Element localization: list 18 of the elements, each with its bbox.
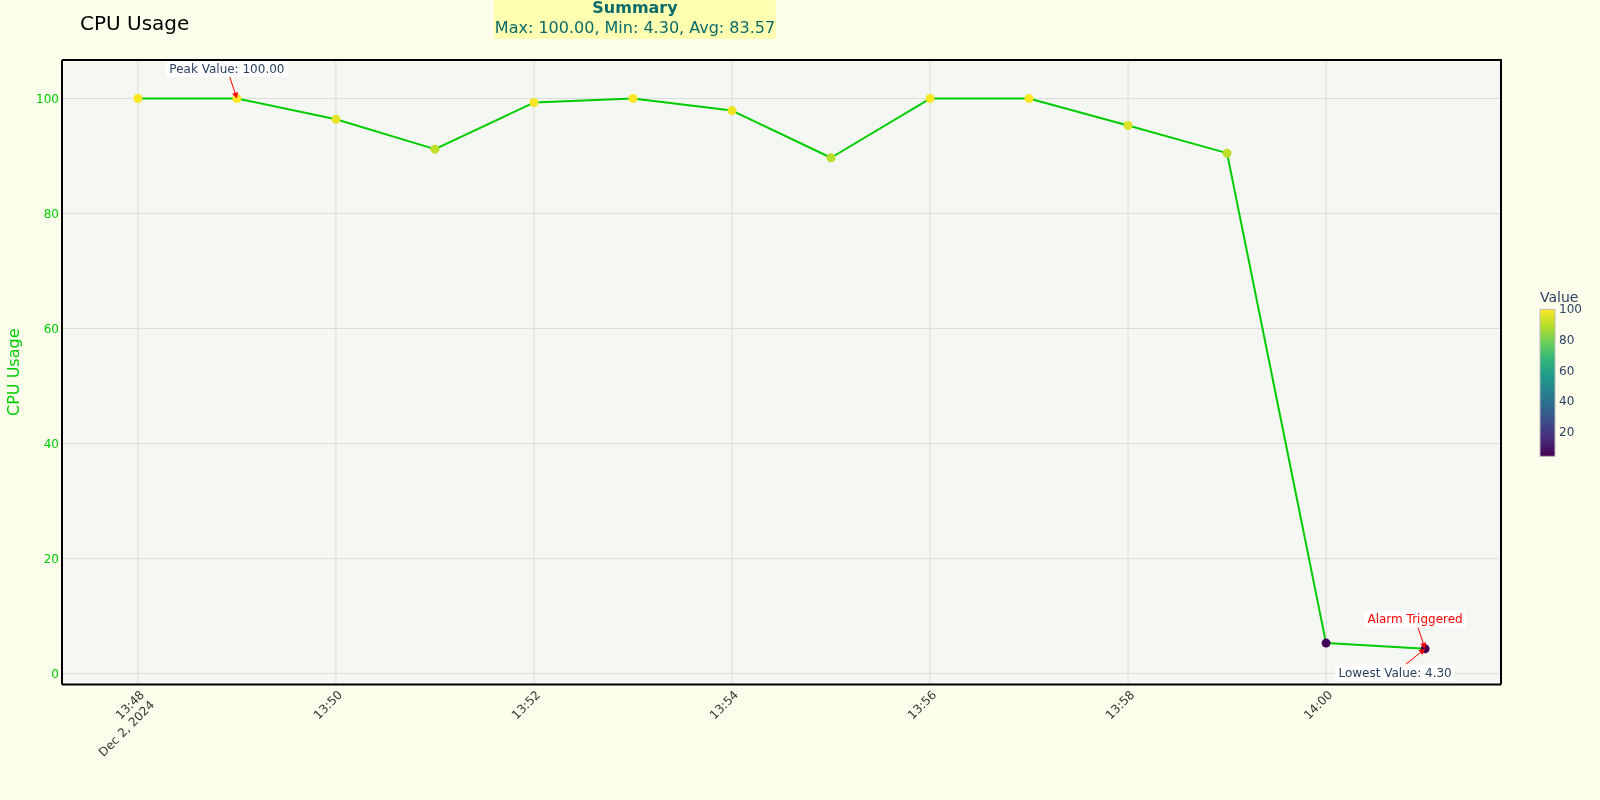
annotation: Lowest Value: 4.30 (1338, 665, 1452, 680)
chart-title: CPU Usage (80, 10, 190, 35)
y-tick-label: 0 (51, 666, 59, 681)
color-bar-label: 60 (1559, 363, 1575, 378)
y-tick-label: 40 (43, 436, 59, 451)
y-axis-title: CPU Usage (3, 328, 23, 416)
annotation: Peak Value: 100.00 (169, 61, 285, 76)
text: Summary (591, 0, 679, 18)
y-tick-label: 100 (36, 91, 59, 106)
y-tick-label: 80 (43, 206, 59, 221)
color-bar-label: 100 (1559, 302, 1582, 317)
color-bar-label: 40 (1559, 394, 1575, 409)
y-tick-label: 60 (43, 321, 59, 336)
annotation: Alarm Triggered (1367, 611, 1463, 626)
text: Max: 100.00, Min: 4.30, Avg: 83.57 (494, 17, 776, 37)
color-bar-label: 80 (1559, 333, 1575, 348)
y-tick-label: 20 (43, 551, 59, 566)
color-bar-label: 20 (1559, 425, 1575, 440)
